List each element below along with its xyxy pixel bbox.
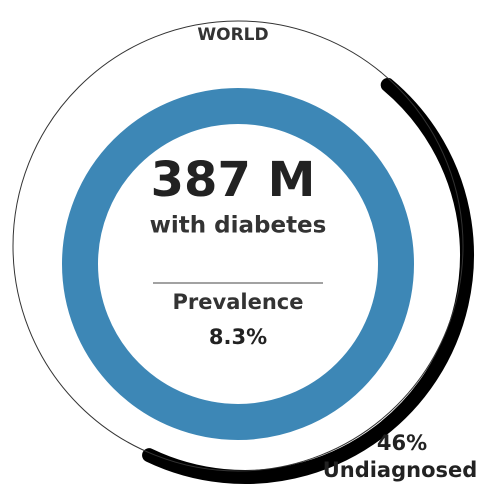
value-label: 46% (377, 431, 427, 455)
headline-label: with diabetes (150, 213, 327, 239)
outer-circle (12, 20, 464, 472)
stat: 8.3% (209, 325, 267, 349)
headline: 387 M (151, 152, 316, 208)
stat-label: Prevalence (173, 290, 304, 314)
chart-title: WORLD (197, 25, 268, 45)
ring (62, 88, 414, 440)
category-label: Undiagnosed (323, 458, 478, 482)
